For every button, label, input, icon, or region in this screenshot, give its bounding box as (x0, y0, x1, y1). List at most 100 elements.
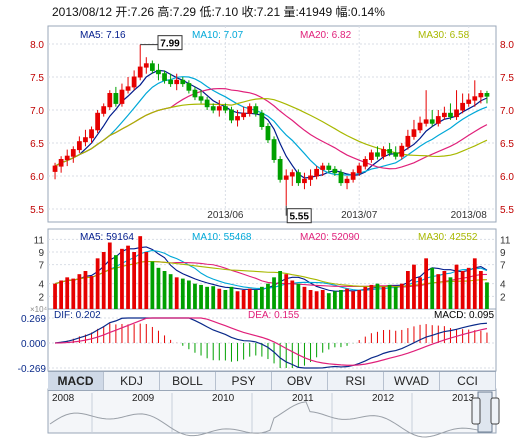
price-tick-right: 6.5 (500, 139, 514, 150)
candle-body (326, 165, 332, 170)
macd-tick: 0.269 (21, 314, 46, 325)
volume-legend-item: MA10: 55468 (192, 232, 252, 243)
volume-tick-right: 9 (500, 248, 506, 259)
candle-body (295, 172, 301, 184)
price-panel (47, 25, 497, 223)
candle-body (283, 175, 289, 180)
x-tick-label: 2013/08 (451, 210, 488, 221)
volume-bar (211, 286, 216, 309)
candle-body (429, 119, 435, 124)
volume-tick-left: 4 (38, 280, 44, 291)
candle-body (375, 152, 380, 157)
volume-bar (478, 271, 483, 309)
volume-bar (405, 271, 410, 309)
tab-wvad[interactable]: WVAD (384, 372, 440, 390)
timeline-year: 2011 (292, 393, 314, 404)
candle-body (399, 145, 405, 157)
volume-bar (53, 283, 57, 309)
tab-cci[interactable]: CCI (440, 372, 496, 390)
candle-body (113, 93, 119, 104)
volume-bar (126, 245, 130, 309)
grid-lines (48, 26, 496, 369)
volume-bar (150, 261, 155, 309)
volume-bar (168, 274, 173, 309)
volume-bar (229, 286, 234, 309)
timeline-overview-line (49, 401, 491, 438)
price-tick-left: 8.0 (30, 40, 44, 51)
candle-body (58, 159, 64, 167)
volume-bar (83, 271, 88, 309)
price-ma10-line (54, 76, 488, 176)
volume-legend-item: MA20: 52090 (300, 232, 360, 243)
candle-body (222, 106, 228, 111)
candle-body (277, 159, 283, 180)
timeline: 2008 2009 2010 2011 2012 2013 (49, 391, 500, 438)
price-tick-left: 7.0 (30, 106, 44, 117)
candle-body (350, 172, 356, 180)
timeline-panel (47, 388, 497, 434)
tab-boll[interactable]: BOLL (160, 372, 216, 390)
candle-body (393, 152, 399, 157)
volume-bar (387, 284, 392, 309)
candle-body (332, 168, 338, 174)
price-tick-left: 5.5 (30, 205, 44, 216)
volume-bar (266, 283, 270, 309)
volume-bar (412, 264, 416, 309)
timeline-handle-right[interactable] (490, 397, 500, 425)
volume-bar (120, 248, 124, 309)
candle-body (289, 172, 295, 177)
volume-bar (241, 290, 246, 309)
volume-bar (302, 286, 307, 309)
candle-body (320, 165, 326, 170)
macd-tick: 0.000 (21, 339, 46, 350)
tab-macd[interactable]: MACD (48, 372, 104, 390)
candle-body (101, 106, 107, 114)
candle-body (70, 149, 76, 157)
price-tick-left: 6.0 (30, 172, 44, 183)
volume-tick-right: 11 (500, 235, 511, 246)
volume-bar (180, 278, 185, 309)
volume-bar (296, 283, 301, 309)
volume-tick-left: 9 (38, 248, 44, 259)
volume-bar (113, 255, 118, 309)
volume-bar (436, 274, 441, 309)
volume-bar (424, 258, 429, 309)
price-legend-item: MA30: 6.58 (418, 30, 470, 41)
volume-bar (290, 280, 295, 309)
candle-body (216, 106, 222, 111)
candle-body (302, 178, 307, 184)
volume-bar (442, 271, 447, 309)
volume-bar (466, 267, 471, 309)
macd-tick: -0.269 (18, 364, 47, 375)
quote-header: 2013/08/12 开:7.26 高:7.29 低:7.10 收:7.21 量… (52, 5, 385, 19)
price-tick-right: 7.5 (500, 73, 514, 84)
timeline-handle-left[interactable] (471, 397, 481, 425)
tab-rsi[interactable]: RSI (328, 372, 384, 390)
candle-body (362, 159, 368, 167)
tab-kdj[interactable]: KDJ (104, 372, 160, 390)
volume-bar (363, 286, 368, 309)
price-tick-left: 6.5 (30, 139, 44, 150)
tab-psy[interactable]: PSY (216, 372, 272, 390)
volume-bar (247, 288, 252, 309)
dea-legend: DEA: 0.155 (248, 310, 300, 321)
volume-bar (71, 278, 76, 309)
volume-bar (59, 280, 64, 309)
macd-legend: MACD: 0.095 (434, 310, 494, 321)
price-legend-item: MA20: 6.82 (300, 30, 352, 41)
volume-tick-right: 2 (500, 292, 506, 303)
tab-obv[interactable]: OBV (272, 372, 328, 390)
volume-bar (205, 286, 210, 309)
volume-tick-right: 7 (500, 261, 506, 272)
volume-bar (89, 276, 94, 309)
volume-bar (345, 288, 349, 309)
volume-bar (77, 274, 82, 309)
candle-body (344, 178, 350, 184)
candle-body (204, 99, 210, 108)
candle-body (76, 141, 82, 151)
volume-bar (399, 283, 404, 309)
volume-bar (65, 277, 70, 309)
candle-body (52, 165, 58, 172)
candle-body (387, 149, 393, 154)
